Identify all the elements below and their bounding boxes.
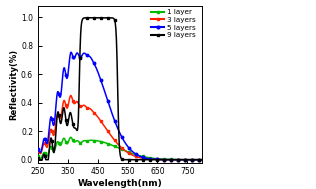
Legend: 1 layer, 3 layers, 5 layers, 9 layers: 1 layer, 3 layers, 5 layers, 9 layers bbox=[148, 6, 199, 41]
X-axis label: Wavelength(nm): Wavelength(nm) bbox=[78, 179, 162, 188]
Y-axis label: Reflectivity(%): Reflectivity(%) bbox=[9, 49, 18, 120]
